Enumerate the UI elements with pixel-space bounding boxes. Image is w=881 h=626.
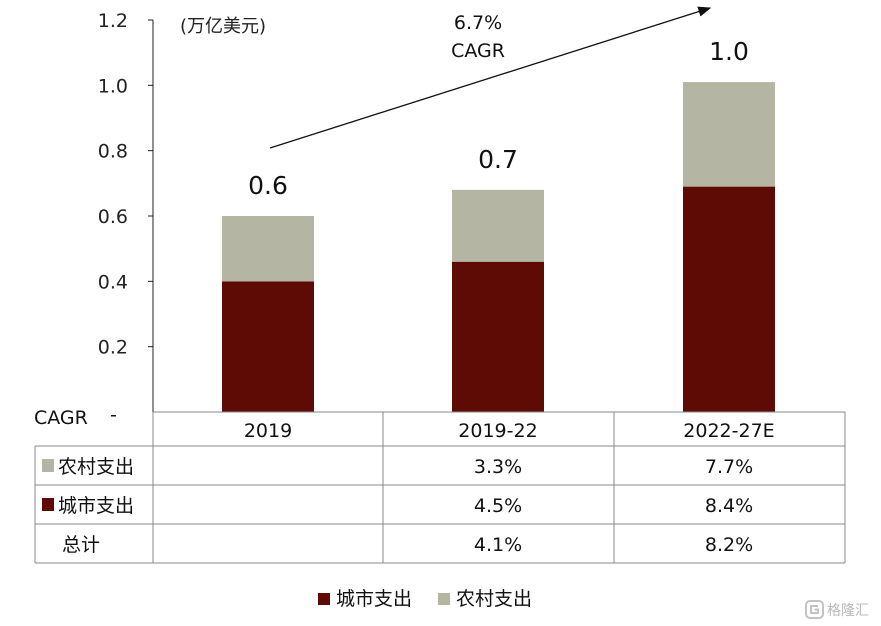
- y-tick-label-0: 0.2: [98, 337, 128, 359]
- table-cell-1-1: 4.5%: [474, 495, 522, 517]
- y-tick-label-5: 1.2: [98, 10, 128, 32]
- bar-0-1: [452, 261, 544, 412]
- watermark-text: 格隆汇: [827, 603, 869, 619]
- table-cell-2-1: 4.1%: [474, 534, 522, 556]
- bar-1-2: [683, 82, 775, 187]
- cagr-arrow: [269, 6, 712, 149]
- bar-0-0: [222, 281, 314, 412]
- table-header-dash: -: [110, 404, 117, 426]
- bar-1-1: [452, 189, 544, 262]
- cagr-table: CAGR - 2019 2019-22 2022-27E 农村支出 3.3% 7.7% 城市…: [34, 404, 846, 564]
- bar-0-2: [683, 186, 775, 412]
- unit-label: (万亿美元): [180, 16, 266, 37]
- y-tick-label-3: 0.8: [98, 141, 128, 163]
- total-labels: 0.6 0.7 1.0: [248, 37, 749, 200]
- table-cell-0-1: 3.3%: [474, 456, 522, 478]
- y-tick-label-4: 1.0: [98, 75, 128, 97]
- legend-swatch-1: [438, 593, 450, 605]
- y-tick-label-2: 0.6: [98, 206, 128, 228]
- table-row-swatch-0: [42, 459, 54, 472]
- legend: 城市支出 农村支出: [318, 588, 532, 610]
- cagr-annotation-label: CAGR: [451, 40, 505, 62]
- legend-swatch-0: [318, 593, 330, 605]
- table-row-label-2: 总计: [62, 534, 100, 556]
- y-tick-label-1: 0.4: [98, 271, 128, 293]
- bar-1-0: [222, 216, 314, 282]
- table-cell-1-2: 8.4%: [705, 495, 753, 517]
- watermark: 格隆汇: [805, 600, 869, 619]
- legend-label-1: 农村支出: [456, 588, 532, 610]
- total-label-2: 1.0: [709, 37, 749, 66]
- table-cell-0-2: 7.7%: [705, 456, 753, 478]
- table-col-header-0: 2019: [244, 420, 292, 442]
- table-row-swatch-1: [42, 498, 54, 511]
- table-col-header-1: 2019-22: [458, 420, 537, 442]
- table-header-cagr: CAGR: [34, 407, 88, 429]
- table-cells: 2019 2019-22 2022-27E 农村支出 3.3% 7.7% 城市支出 4.5% 8…: [42, 420, 775, 556]
- watermark-logo-glyph: [810, 605, 819, 614]
- y-ticks: 0.2 0.4 0.6 0.8 1.0 1.2: [98, 10, 153, 359]
- total-label-1: 0.7: [478, 145, 518, 174]
- watermark-logo-icon: [805, 600, 824, 619]
- cagr-annotation-rate: 6.7%: [454, 12, 502, 34]
- table-col-header-2: 2022-27E: [683, 420, 774, 442]
- bars: [222, 82, 775, 412]
- table-cell-2-2: 8.2%: [705, 534, 753, 556]
- table-row-label-1: 城市支出: [58, 495, 134, 517]
- table-row-label-0: 农村支出: [58, 456, 134, 478]
- total-label-0: 0.6: [248, 171, 288, 200]
- legend-label-0: 城市支出: [336, 588, 412, 610]
